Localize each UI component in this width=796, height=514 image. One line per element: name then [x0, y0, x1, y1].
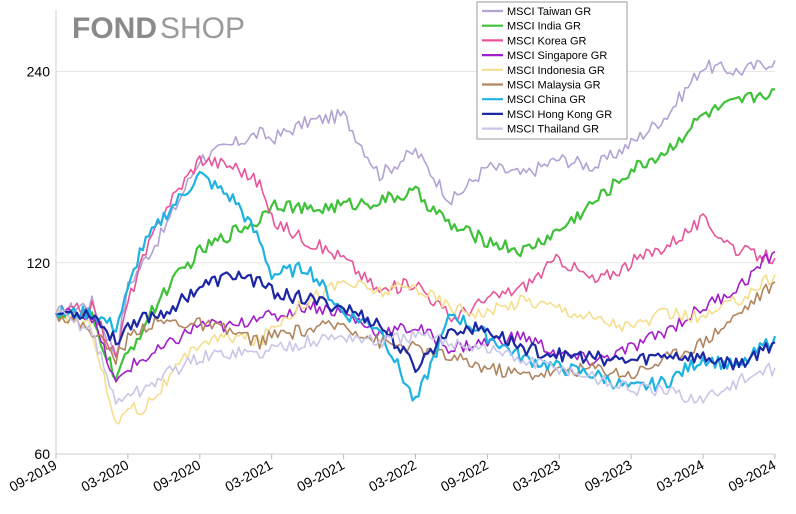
series-line-msci-singapore-gr: [55, 250, 776, 383]
legend-label: MSCI Malaysia GR: [507, 80, 601, 92]
series-line-msci-malaysia-gr: [55, 281, 776, 381]
legend-label: MSCI China GR: [507, 94, 586, 106]
series-line-msci-thailand-gr: [55, 308, 776, 405]
y-tick-label: 60: [34, 446, 50, 462]
x-tick-label: 09-2024: [726, 456, 779, 494]
y-axis-ticks: 60 120 240: [27, 64, 51, 462]
y-tick-label: 120: [27, 255, 51, 271]
series-line-msci-taiwan-gr: [55, 59, 776, 359]
x-tick-label: 03-2022: [366, 456, 419, 494]
series-line-msci-indonesia-gr: [55, 274, 776, 425]
x-axis-ticks: 09-2019 03-2020 09-2020 03-2021 09-2021 03-20…: [7, 454, 779, 495]
y-tick-label: 240: [27, 64, 51, 80]
legend-label: MSCI Singapore GR: [507, 50, 607, 62]
legend-label: MSCI Thailand GR: [507, 124, 599, 136]
x-tick-label: 09-2021: [294, 456, 347, 494]
brand-fond: FOND: [72, 12, 157, 45]
legend-label: MSCI Hong Kong GR: [507, 109, 612, 121]
x-tick-label: 09-2022: [438, 456, 491, 494]
x-tick-label: 03-2024: [654, 456, 707, 494]
legend-label: MSCI Korea GR: [507, 35, 587, 47]
legend-label: MSCI Indonesia GR: [507, 65, 605, 77]
x-tick-label: 09-2023: [582, 456, 635, 494]
legend-label: MSCI Taiwan GR: [507, 6, 591, 18]
x-tick-label: 09-2019: [7, 456, 60, 494]
series-line-msci-india-gr: [55, 88, 775, 380]
brand-shop: SHOP: [160, 12, 245, 45]
x-tick-label: 03-2020: [78, 456, 131, 494]
brand-logo: FOND SHOP: [72, 12, 245, 45]
series-line-msci-china-gr: [55, 170, 777, 402]
series-lines: [55, 59, 777, 425]
legend: MSCI Taiwan GR MSCI India GR MSCI Korea GR…: [476, 1, 628, 140]
legend-label: MSCI India GR: [507, 21, 581, 33]
x-tick-label: 09-2020: [150, 456, 203, 494]
x-tick-label: 03-2021: [222, 456, 275, 494]
series-line-msci-hong-kong-gr: [55, 270, 776, 373]
x-tick-label: 03-2023: [510, 456, 563, 494]
